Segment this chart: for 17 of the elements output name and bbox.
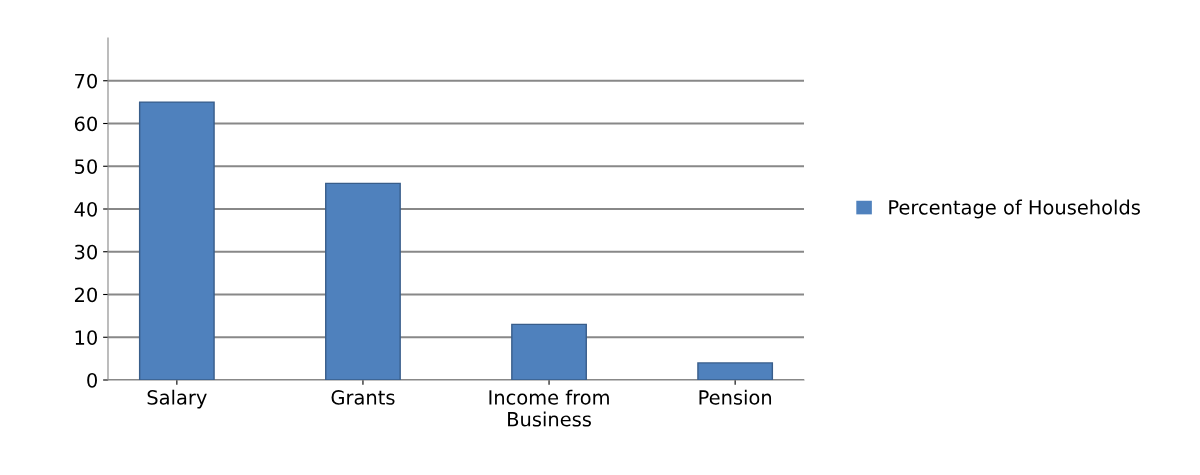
x-tick-label: Salary: [147, 389, 207, 409]
y-tick-label: 0: [87, 372, 97, 388]
y-tick-label: 50: [75, 159, 97, 174]
bar: [511, 323, 587, 380]
y-tick-label: 40: [74, 201, 97, 217]
y-tick-label: 70: [75, 73, 97, 89]
y-tick-label: 20: [74, 287, 97, 303]
bar: [325, 182, 401, 380]
y-tick-label: 10: [75, 330, 97, 345]
bar: [697, 362, 774, 380]
x-tick-label: Income from Business: [489, 389, 609, 427]
legend-label: Percentage of Households: [889, 199, 1140, 219]
x-tick-label: Pension: [699, 389, 772, 405]
x-tick-label: Grants: [331, 390, 395, 405]
bar: [138, 101, 215, 380]
y-tick-label: 30: [75, 244, 97, 260]
y-tick-label: 60: [74, 116, 97, 132]
